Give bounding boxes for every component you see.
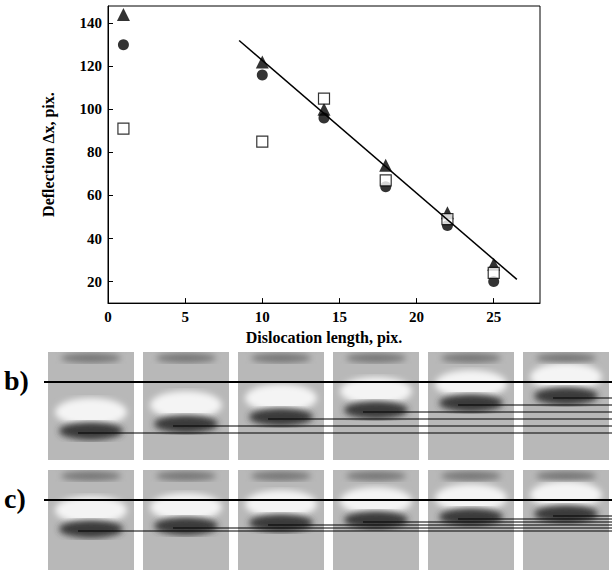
svg-text:5: 5 [181, 309, 189, 325]
svg-text:20: 20 [409, 309, 424, 325]
svg-text:25: 25 [486, 309, 501, 325]
svg-text:0: 0 [104, 309, 112, 325]
svg-text:Deflection Δx, pix.: Deflection Δx, pix. [40, 92, 58, 217]
svg-text:20: 20 [87, 274, 102, 290]
svg-text:120: 120 [80, 58, 103, 74]
svg-text:c): c) [4, 483, 26, 514]
svg-text:15: 15 [332, 309, 347, 325]
svg-text:140: 140 [80, 15, 103, 31]
svg-text:80: 80 [87, 144, 102, 160]
svg-text:40: 40 [87, 231, 102, 247]
svg-text:10: 10 [255, 309, 270, 325]
svg-text:60: 60 [87, 187, 102, 203]
svg-text:Dislocation length, pix.: Dislocation length, pix. [246, 329, 402, 347]
svg-text:100: 100 [80, 101, 103, 117]
svg-text:b): b) [4, 365, 29, 396]
